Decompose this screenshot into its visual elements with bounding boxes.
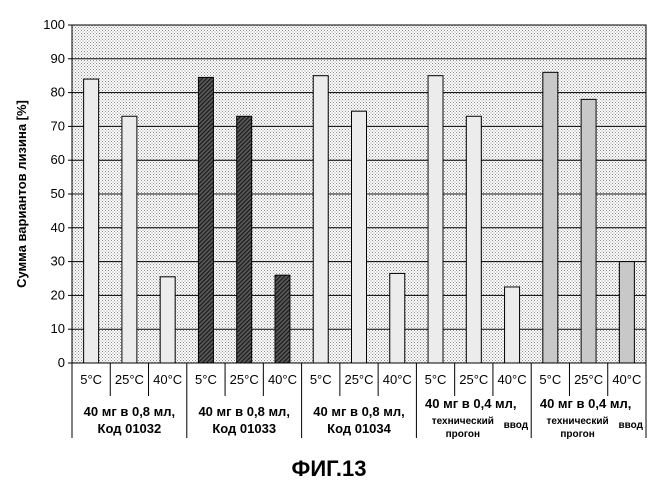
bar [197, 76, 214, 364]
group-label-line3: прогон [560, 429, 594, 440]
x-tick-label: 40°C [268, 372, 297, 387]
bar [389, 272, 406, 364]
bar [542, 71, 559, 364]
figure-caption: ФИГ.13 [292, 456, 367, 481]
group-label-line1: 40 мг в 0,4 мл, [540, 396, 632, 411]
bars [83, 71, 635, 364]
y-tick-label: 80 [51, 85, 65, 100]
bar [159, 276, 176, 364]
x-category-labels: 5°C 25°C 40°C 5°C 25°C 40°C 5°C 25°C 40°C 5°C 25°C… [71, 363, 647, 438]
y-tick-label: 70 [51, 118, 65, 133]
x-group-labels: 40 мг в 0,8 мл, Код 01032 40 мг в 0,8 мл, К… [84, 396, 644, 440]
x-tick-label: 25°C [115, 372, 144, 387]
group-label-line2: Код 01034 [327, 421, 391, 436]
y-tick-label: 50 [51, 186, 65, 201]
x-tick-label: 40°C [498, 372, 527, 387]
bar [121, 115, 138, 364]
x-tick-label: 25°C [230, 372, 259, 387]
x-tick-label: 5°C [310, 372, 332, 387]
x-tick-label: 25°C [344, 372, 373, 387]
bar [504, 286, 521, 364]
y-tick-label: 20 [51, 287, 65, 302]
bar [274, 274, 291, 364]
group-label-line2: Код 01032 [98, 421, 162, 436]
y-tick-label: 10 [51, 321, 65, 336]
bar [351, 110, 367, 364]
x-tick-label: 25°C [459, 372, 488, 387]
group-label-line1: 40 мг в 0,8 мл, [313, 404, 405, 419]
group-label-extra: ввод [618, 420, 643, 431]
bar [83, 78, 100, 364]
group-label-line1: 40 мг в 0,8 мл, [84, 404, 176, 419]
bar [465, 115, 482, 364]
bar [312, 75, 329, 364]
group-label-line1: 40 мг в 0,8 мл, [198, 404, 290, 419]
bar [618, 261, 635, 364]
group-label-line2: технический [432, 416, 494, 427]
bar [580, 98, 597, 364]
x-tick-label: 5°C [425, 372, 447, 387]
y-axis: 0 10 20 30 40 50 60 70 80 90 100 [43, 17, 72, 370]
group-label-line1: 40 мг в 0,4 мл, [425, 396, 517, 411]
x-tick-label: 40°C [612, 372, 641, 387]
y-tick-label: 60 [51, 152, 65, 167]
group-label-extra: ввод [504, 420, 529, 431]
group-label-line3: прогон [446, 429, 480, 440]
y-tick-label: 0 [58, 355, 65, 370]
bar [427, 75, 444, 364]
y-axis-label: Сумма вариантов лизина [%] [14, 100, 29, 288]
y-tick-label: 40 [51, 220, 65, 235]
x-tick-label: 25°C [574, 372, 603, 387]
x-tick-label: 5°C [539, 372, 561, 387]
y-tick-label: 100 [43, 17, 65, 32]
group-label-line2: Код 01033 [212, 421, 276, 436]
x-tick-label: 5°C [195, 372, 217, 387]
x-tick-label: 40°C [153, 372, 182, 387]
y-tick-label: 90 [51, 51, 65, 66]
x-tick-label: 5°C [80, 372, 102, 387]
y-tick-label: 30 [51, 254, 65, 269]
x-tick-label: 40°C [383, 372, 412, 387]
group-label-line2: технический [547, 416, 609, 427]
bar [236, 115, 253, 364]
